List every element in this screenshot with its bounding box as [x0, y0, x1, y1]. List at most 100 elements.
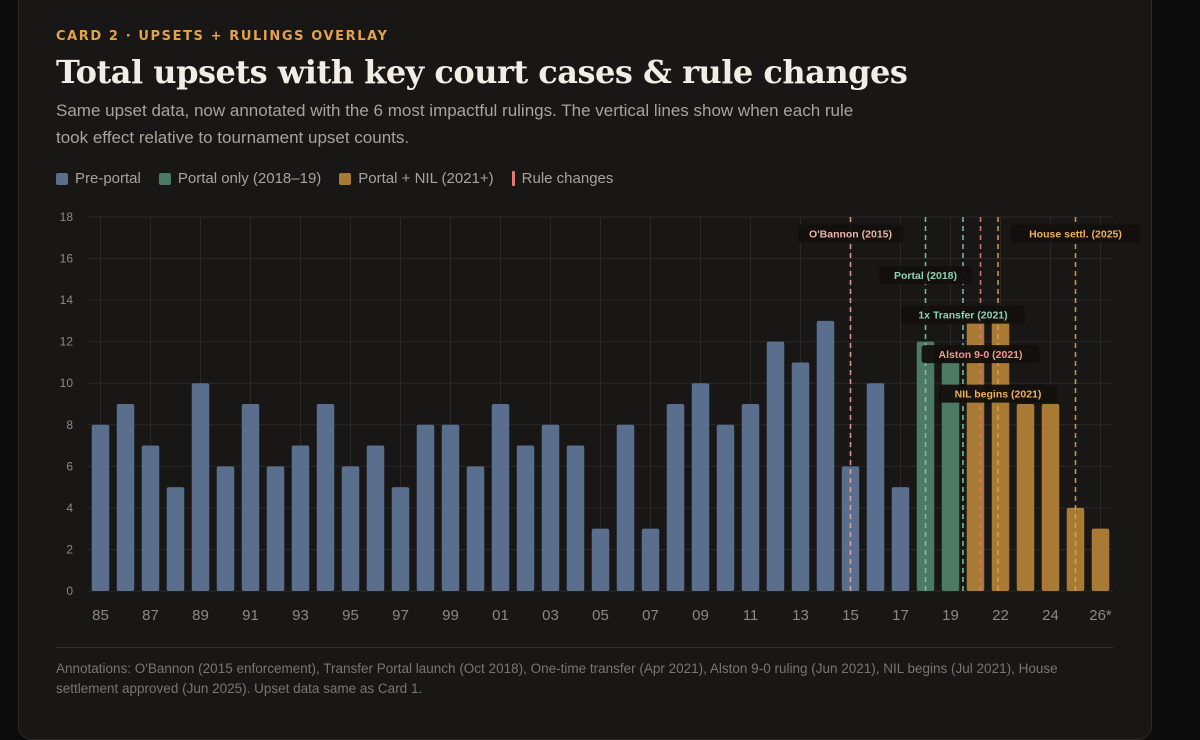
bar-15 [841, 466, 860, 591]
card-eyebrow: CARD 2 · UPSETS + RULINGS OVERLAY [56, 29, 389, 44]
bar-06 [616, 424, 635, 591]
bar-02 [516, 445, 535, 591]
x-tick-label: 24 [1042, 607, 1059, 624]
legend-swatch-portal-nil [339, 172, 352, 185]
legend-item-pre-portal: Pre-portal [56, 170, 141, 187]
bar-16 [866, 383, 885, 591]
bar-17 [891, 487, 910, 591]
bar-11 [741, 404, 760, 591]
bar-99 [441, 424, 460, 591]
x-tick-label: 07 [642, 607, 659, 624]
bar-08 [666, 404, 685, 591]
ruling-label: O'Bannon (2015) [809, 229, 892, 241]
x-tick-label: 99 [442, 607, 459, 624]
bar-09 [691, 383, 710, 591]
chart-footnote: Annotations: O'Bannon (2015 enforcement)… [56, 661, 1058, 696]
legend-label-rule-changes: Rule changes [521, 170, 614, 187]
bar-24 [1041, 404, 1060, 591]
x-tick-label: 85 [92, 607, 109, 624]
bar-89 [191, 383, 210, 591]
footnote-divider [56, 647, 1114, 648]
bar-19 [941, 362, 960, 591]
bar-07 [641, 528, 660, 591]
x-tick-label: 19 [942, 607, 959, 624]
bar-91 [241, 404, 260, 591]
bar-90 [216, 466, 235, 591]
legend-label-pre-portal: Pre-portal [75, 170, 141, 187]
bar-10 [716, 424, 735, 591]
x-tick-label: 22 [992, 607, 1009, 624]
bar-26* [1091, 528, 1110, 591]
ruling-label-bg [797, 224, 904, 243]
bar-97 [391, 487, 410, 591]
bar-92 [266, 466, 285, 591]
bar-18 [916, 341, 935, 591]
x-tick-label: 26* [1089, 607, 1112, 624]
bar-93 [291, 445, 310, 591]
chart-title: Total upsets with key court cases & rule… [56, 53, 908, 91]
x-tick-label: 89 [192, 607, 209, 624]
chart-subtitle: Same upset data, now annotated with the … [56, 101, 854, 147]
bar-12 [766, 341, 785, 591]
legend-swatch-pre-portal [56, 172, 68, 185]
ruling-label-bg [878, 266, 973, 285]
bar-96 [366, 445, 385, 591]
y-tick-label: 6 [66, 459, 73, 473]
bar-87 [141, 445, 160, 591]
bar-25 [1066, 507, 1085, 591]
y-tick-label: 12 [60, 335, 74, 349]
x-tick-label: 13 [792, 607, 809, 624]
x-tick-label: 09 [692, 607, 709, 624]
ruling-label: House settl. (2025) [1029, 229, 1122, 241]
x-tick-label: 15 [842, 607, 859, 624]
ruling-label: Alston 9-0 (2021) [938, 349, 1022, 361]
x-tick-label: 87 [142, 607, 159, 624]
y-tick-label: 4 [66, 501, 73, 515]
x-tick-label: 95 [342, 607, 359, 624]
bar-98 [416, 424, 435, 591]
x-tick-label: 97 [392, 607, 409, 624]
bar-01 [491, 404, 510, 591]
bar-88 [166, 487, 185, 591]
ruling-label-bg [939, 384, 1057, 403]
x-tick-label: 03 [542, 607, 559, 624]
bar-13 [791, 362, 810, 591]
ruling-label: Portal (2018) [894, 270, 957, 282]
ruling-label-bg [901, 305, 1025, 324]
x-tick-label: 17 [892, 607, 909, 624]
x-tick-label: 05 [592, 607, 609, 624]
y-tick-label: 10 [60, 376, 74, 390]
y-tick-label: 18 [60, 210, 74, 224]
x-tick-label: 11 [743, 607, 759, 624]
bar-94 [316, 404, 335, 591]
x-tick-label: 01 [492, 607, 509, 624]
bar-03 [541, 424, 560, 591]
bar-00 [466, 466, 485, 591]
legend-swatch-rule-changes [511, 171, 515, 186]
bar-05 [591, 528, 610, 591]
legend-label-portal-only: Portal only (2018–19) [177, 170, 322, 187]
x-tick-label: 93 [292, 607, 309, 624]
legend-item-portal-only: Portal only (2018–19) [158, 170, 322, 187]
bar-85 [91, 424, 110, 591]
bar-95 [341, 466, 360, 591]
bar-86 [116, 404, 135, 591]
ruling-label-bg [1010, 224, 1141, 243]
chart-legend: Pre-portal Portal only (2018–19) Portal … [56, 170, 613, 187]
ruling-label-bg [921, 345, 1040, 364]
legend-label-portal-nil: Portal + NIL (2021+) [358, 170, 494, 187]
legend-item-portal-nil: Portal + NIL (2021+) [339, 170, 494, 187]
y-tick-label: 8 [66, 418, 73, 432]
legend-swatch-portal-only [158, 172, 171, 185]
bar-14 [816, 320, 835, 591]
y-tick-label: 14 [60, 293, 74, 307]
y-tick-label: 0 [66, 584, 73, 598]
x-tick-label: 91 [242, 607, 259, 624]
bar-04 [566, 445, 585, 591]
y-tick-label: 2 [66, 542, 73, 556]
legend-item-rule-changes: Rule changes [511, 170, 614, 187]
y-tick-label: 16 [60, 252, 74, 266]
ruling-label: NIL begins (2021) [955, 389, 1042, 401]
ruling-label: 1x Transfer (2021) [918, 310, 1007, 322]
